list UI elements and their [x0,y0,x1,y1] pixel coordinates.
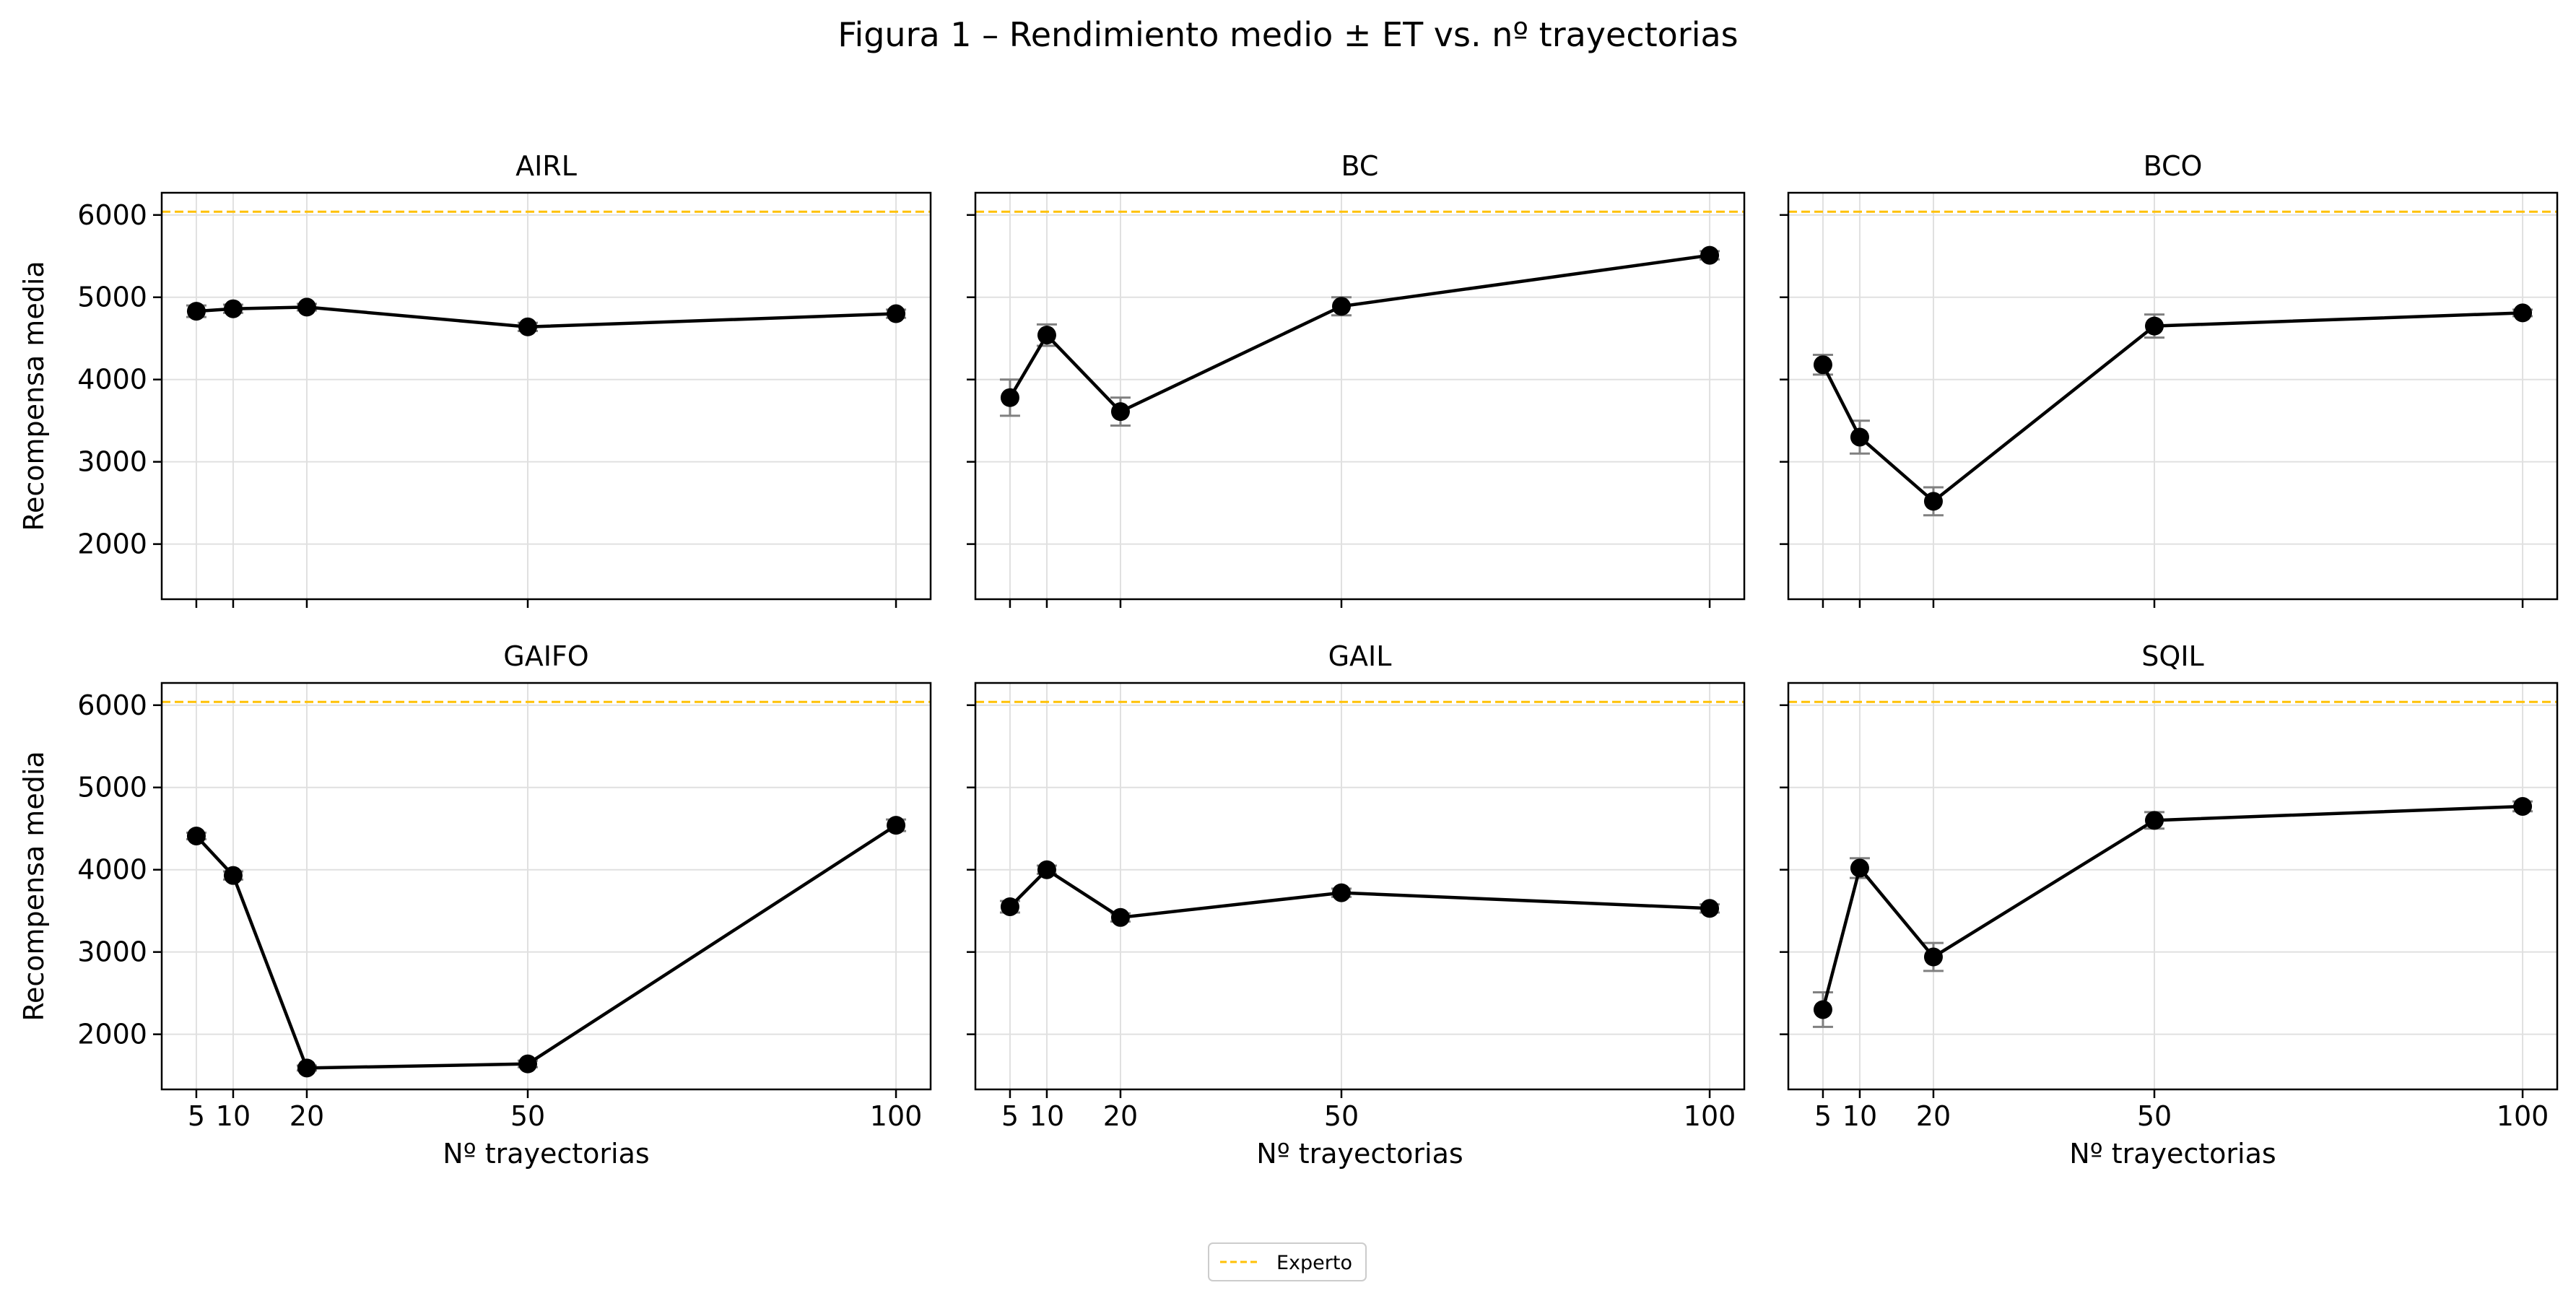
subplot-sqil: 5 10 20 50 100 SQIL Nº trayectorias [1780,640,2559,1170]
x-tick-label: 50 [510,1100,545,1132]
x-axis-label: Nº trayectorias [443,1138,649,1170]
subplot-airl: 2000 3000 4000 5000 6000 AIRL Recompensa media [18,150,932,608]
subplot-title: AIRL [515,150,577,182]
data-point [1000,897,1019,916]
data-point [1850,427,1869,447]
legend: Experto [1208,1242,1367,1281]
data-point [1331,297,1351,316]
y-tick-label: 2000 [77,528,147,560]
subplot-bco: BCO [1780,150,2559,608]
data-point [1923,492,1943,511]
data-point [518,1054,537,1074]
y-tick-label: 4000 [77,854,147,886]
subplot-gail: 5 10 20 50 100 GAIL Nº trayectorias [967,640,1746,1170]
y-tick-label: 2000 [77,1019,147,1050]
y-tick-label: 3000 [77,936,147,968]
subplot-title: BCO [2144,150,2203,182]
axes-frame [160,191,932,601]
data-point [1037,326,1056,345]
data-point [1813,355,1832,375]
x-tick-label: 10 [1030,1100,1064,1132]
data-point [887,304,906,323]
x-tick-label: 20 [1103,1100,1138,1132]
x-tick-label: 20 [1916,1100,1951,1132]
subplot-grid: 2000 3000 4000 5000 6000 AIRL Recompensa media… [18,150,2559,1170]
x-tick-label: 100 [1684,1100,1736,1132]
legend-box [1208,1242,1367,1281]
data-point [887,816,906,835]
data-point [223,866,243,885]
y-tick-label: 6000 [77,199,147,231]
data-point [2144,316,2164,336]
x-tick-label: 5 [188,1100,205,1132]
data-point [1700,899,1720,918]
subplot-title: GAIL [1328,640,1392,672]
data-point [1331,883,1351,902]
subplot-title: BC [1341,150,1379,182]
x-tick-label: 5 [1814,1100,1832,1132]
y-tick-label: 5000 [77,772,147,804]
data-point [1037,860,1056,879]
x-axis-label: Nº trayectorias [1256,1138,1463,1170]
data-point [1923,947,1943,967]
y-axis-label: Recompensa media [18,751,50,1021]
axes-frame [160,682,932,1091]
data-point [2144,811,2164,830]
x-tick-label: 5 [1001,1100,1019,1132]
y-tick-label: 6000 [77,689,147,721]
x-tick-label: 10 [216,1100,251,1132]
x-tick-label: 20 [290,1100,324,1132]
data-point [2513,796,2533,816]
axes-frame [974,191,1746,601]
y-tick-label: 4000 [77,364,147,396]
figure-title: Figura 1 – Rendimiento medio ± ET vs. nº… [837,15,1738,54]
data-point [1700,245,1720,265]
data-point [297,297,316,317]
data-point [1813,1000,1832,1019]
x-tick-label: 100 [2497,1100,2549,1132]
y-tick-label: 3000 [77,446,147,478]
x-tick-label: 100 [870,1100,923,1132]
data-point [1000,388,1019,407]
legend-expert-label: Experto [1276,1252,1352,1274]
x-tick-label: 50 [1324,1100,1359,1132]
y-axis-label: Recompensa media [18,261,50,531]
data-point [186,826,206,845]
y-tick-label: 5000 [77,282,147,313]
data-point [2513,303,2533,323]
axes-frame [974,682,1746,1091]
x-tick-label: 50 [2137,1100,2172,1132]
axes-frame [1787,191,2559,601]
data-point [1850,858,1869,878]
data-point [297,1058,316,1078]
data-point [186,302,206,321]
x-tick-label: 10 [1842,1100,1877,1132]
subplot-gaifo: 5 10 20 50 100 2000 3000 4000 5000 6000 GAIFO Nº tr… [18,640,932,1170]
x-axis-label: Nº trayectorias [2069,1138,2276,1170]
data-point [518,317,537,336]
subplot-title: GAIFO [503,640,588,672]
data-point [1110,907,1130,927]
axes-frame [1787,682,2559,1091]
subplot-bc: BC [967,150,1746,608]
data-point [1110,402,1130,422]
data-point [223,299,243,318]
subplot-title: SQIL [2141,640,2203,672]
